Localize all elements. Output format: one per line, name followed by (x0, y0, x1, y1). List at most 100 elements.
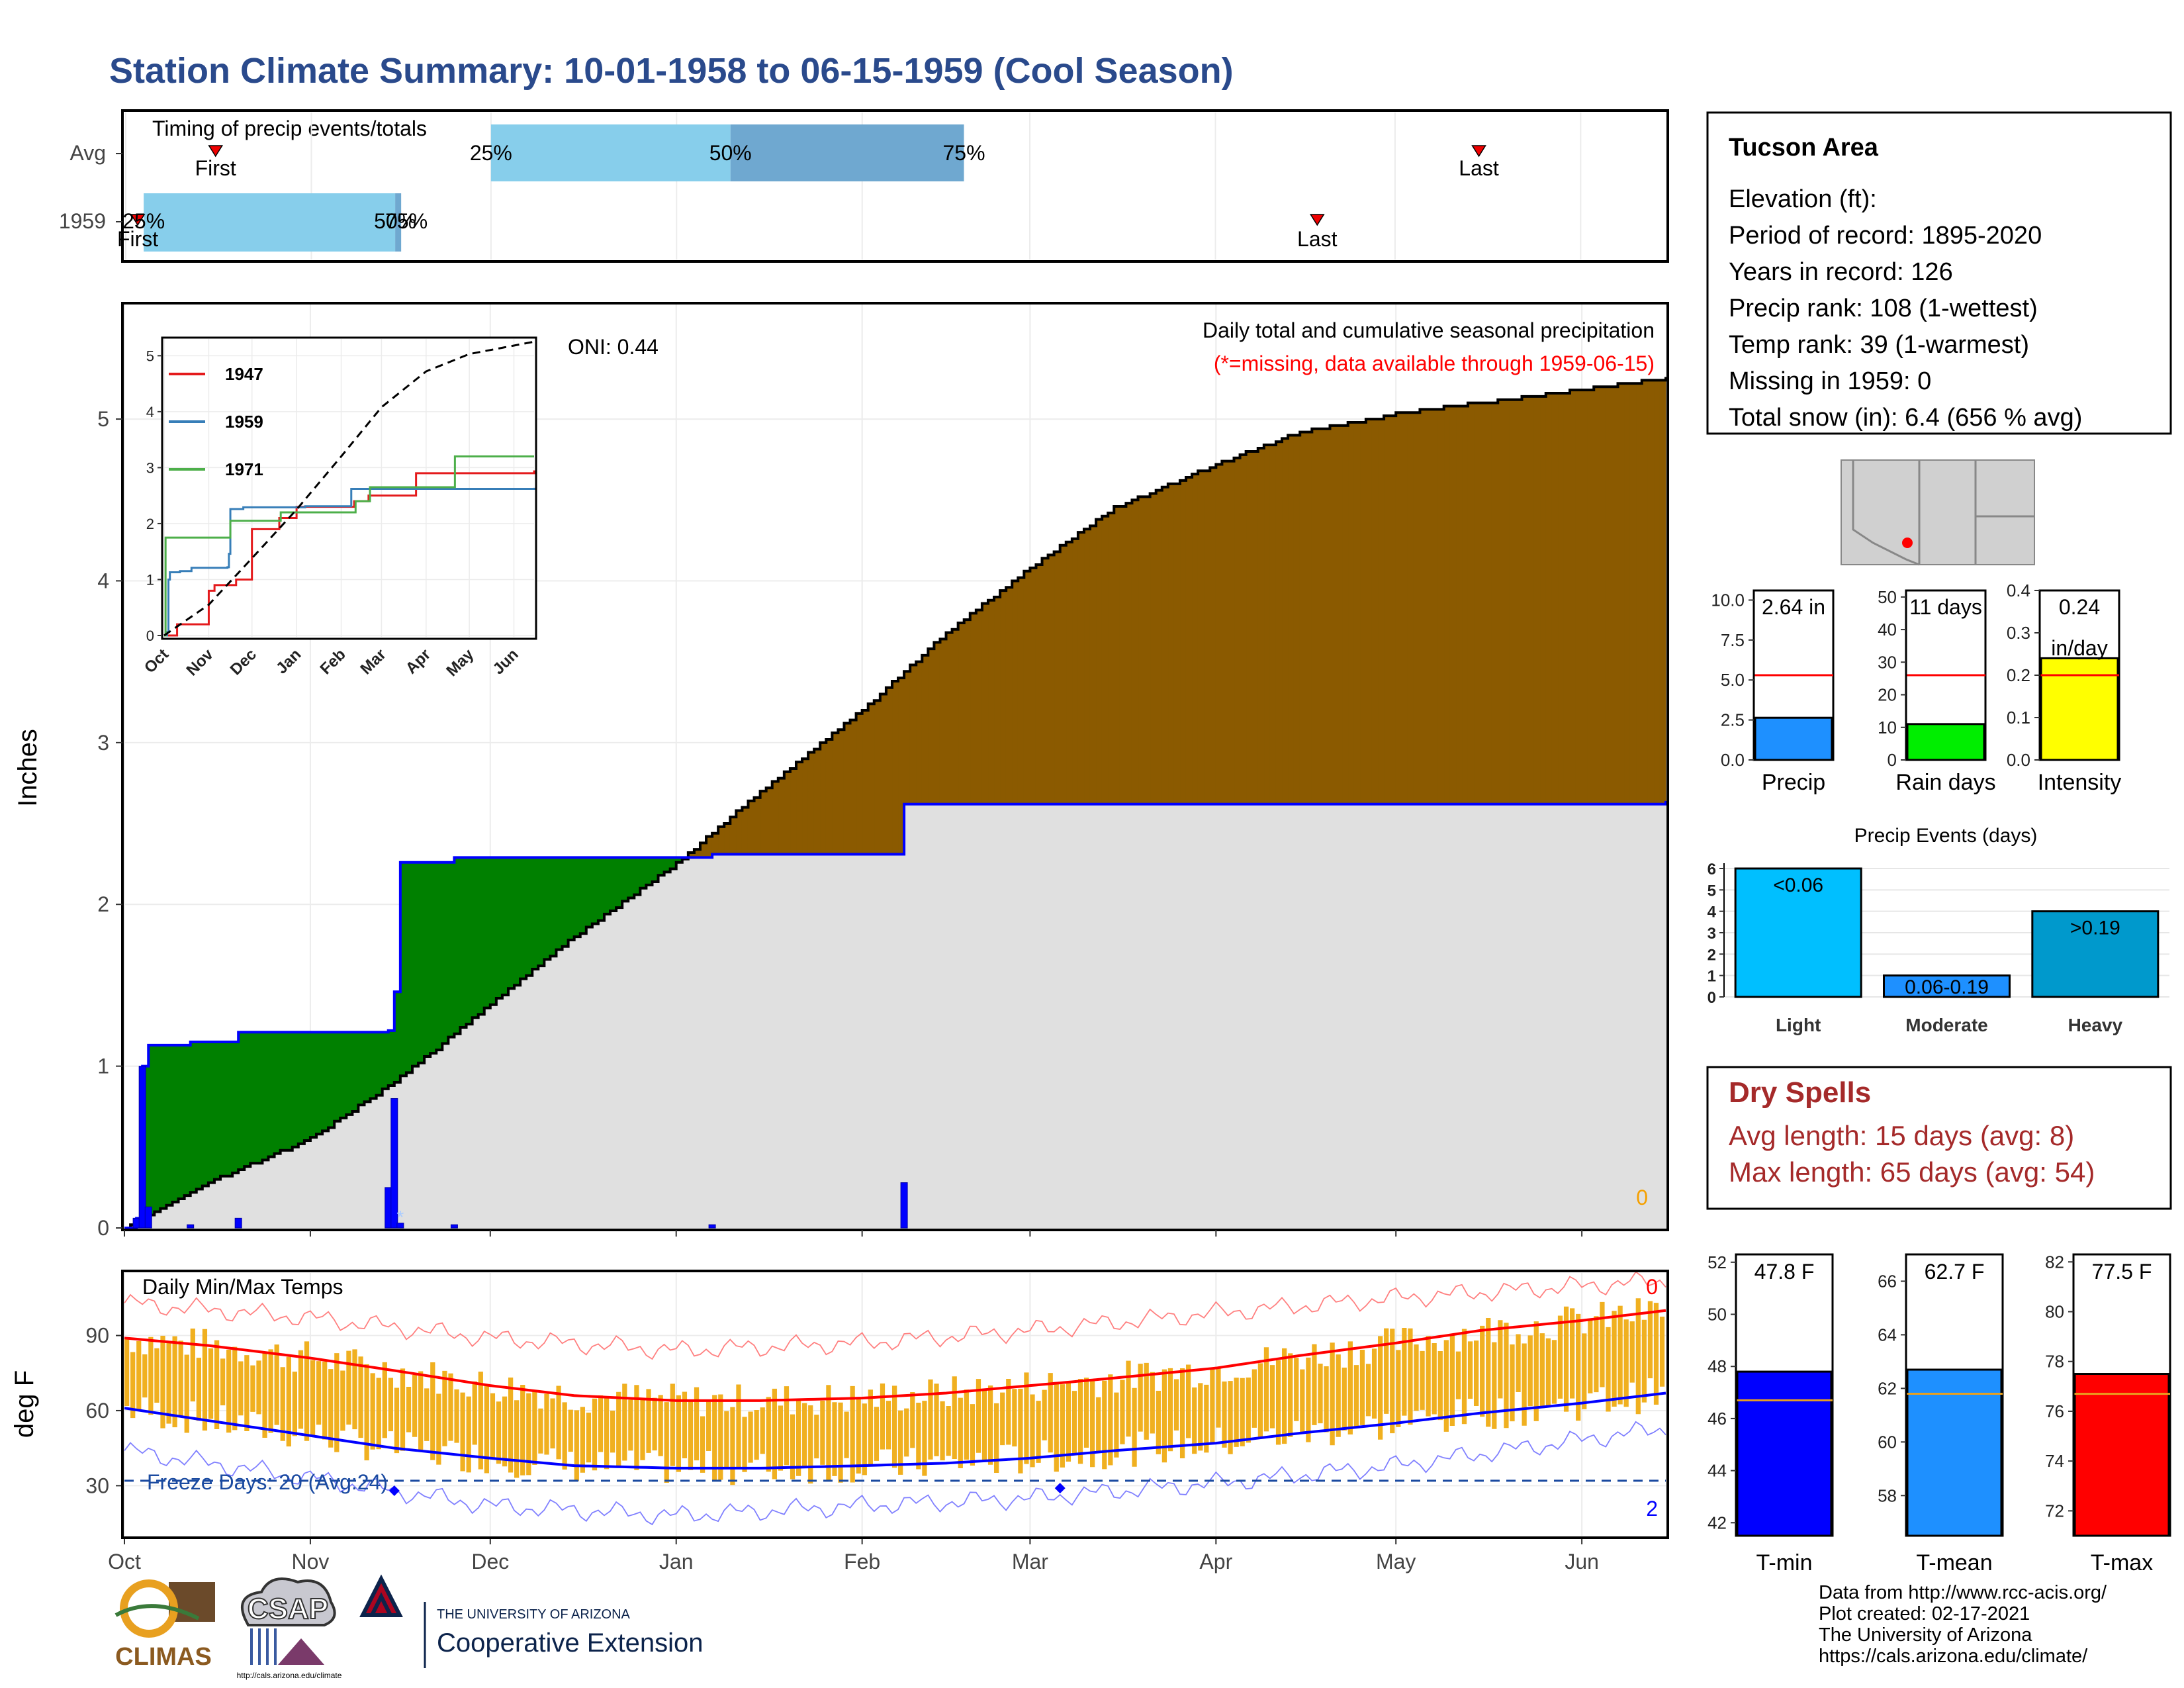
y1959-25-label: 25% (122, 209, 165, 233)
avg-last-label: Last (1459, 156, 1499, 180)
avg-last-marker (1471, 145, 1486, 158)
y1959-25-50-bar (144, 193, 396, 252)
y1959-75-label: 75% (385, 209, 428, 233)
station-line: Total snow (in): 6.4 (656 % avg) (1729, 404, 2082, 432)
temp-bar-label: T-mean (1916, 1550, 1992, 1575)
temp-bar-ytick-label: 74 (2045, 1451, 2064, 1471)
dry-spells-box: Dry Spells Avg length: 15 days (avg: 8) … (1706, 1066, 2172, 1210)
events-ytick-label: 0 (1707, 989, 1716, 1007)
precip-panel: * 0 1 2 3 4 5 Inches Daily total and cumulati… (13, 302, 1669, 1240)
temp-bar-ytick-label: 62 (1878, 1378, 1897, 1398)
temp-bar-ytick-label: 58 (1878, 1485, 1897, 1505)
inset-series-1959 (164, 487, 535, 637)
events-category-label: Light (1776, 1015, 1821, 1035)
events-bar-light (1734, 867, 1862, 998)
y1959-first-marker (130, 214, 146, 226)
precip-missing-count: 0 (1636, 1186, 1648, 1209)
footer-line: The University of Arizona (1819, 1624, 2032, 1646)
summary-bar-intensity (2040, 657, 2119, 761)
summary-ytick-label: 30 (1878, 652, 1897, 672)
ua-logo: THE UNIVERSITY OF ARIZONA Cooperative Ex… (359, 1574, 703, 1668)
inset-ytick-label: 3 (146, 459, 154, 476)
summary-ytick-label: 7.5 (1721, 630, 1745, 650)
temp-bar-ytick-label: 66 (1878, 1271, 1897, 1291)
summary-bars: 0.0 2.5 5.0 7.5 10.0 Precip 2.64 in 0 10 20 30 40 50… (1711, 581, 2121, 795)
precip-ytick-label: 5 (97, 407, 109, 431)
state-borders (1852, 460, 2034, 566)
summary-bar-label: Rain days (1895, 770, 1995, 795)
normal-max-line (124, 1309, 1666, 1402)
summary-ytick-label: 0 (1888, 750, 1897, 770)
events-ytick-label: 1 (1707, 968, 1716, 986)
summary-ytick-label: 0.3 (2007, 623, 2030, 643)
inset-ytick-label: 2 (146, 516, 154, 532)
precip-ytick-label: 3 (97, 731, 109, 755)
temp-bar-value-label: 62.7 F (1925, 1260, 1985, 1284)
normal-cumulative-line (124, 377, 1667, 1229)
temp-title: Daily Min/Max Temps (142, 1275, 343, 1299)
temp-bar-ytick-label: 82 (2045, 1252, 2064, 1272)
record-low-marker (388, 1485, 400, 1496)
temp-bar-value-label: 47.8 F (1754, 1260, 1815, 1284)
summary-ytick-label: 0.4 (2007, 581, 2030, 600)
summary-ytick-label: 50 (1878, 587, 1897, 607)
temp-bar-label: T-max (2091, 1550, 2153, 1575)
station-info-box: Tucson Area Elevation (ft): Period of re… (1706, 111, 2172, 435)
temp-max-count: 0 (1646, 1275, 1658, 1299)
csap-rain (250, 1628, 277, 1665)
events-bar-label: 0.06-0.19 (1905, 976, 1989, 998)
temp-bar-tmax (2073, 1373, 2170, 1537)
inset-ytick-label: 4 (146, 404, 154, 420)
record-max-line (124, 1271, 1666, 1360)
temp-xtick-label: Dec (471, 1550, 509, 1573)
avg-50-75-bar (730, 124, 964, 181)
inset-legend-label: 1947 (225, 364, 263, 384)
station-line: Temp rank: 39 (1-warmest) (1729, 331, 2029, 359)
events-bar-label: >0.19 (2070, 917, 2120, 939)
station-line: Precip rank: 108 (1-wettest) (1729, 295, 2038, 322)
precip-ylabel: Inches (13, 729, 42, 807)
ua-big-text: Cooperative Extension (437, 1628, 703, 1658)
y1959-50-75-bar (395, 193, 402, 252)
climas-logo-line (114, 1604, 200, 1620)
footer: Data from http://www.rcc-acis.org/ Plot … (114, 1574, 2107, 1680)
temp-bar-ytick-label: 76 (2045, 1401, 2064, 1421)
y1959-50-label: 50% (374, 209, 416, 233)
temp-bar-label: T-min (1756, 1550, 1813, 1575)
inset-ytick-label: 0 (146, 628, 154, 644)
events-bar-heavy (2031, 910, 2160, 998)
summary-ytick-label: 0.1 (2007, 708, 2030, 727)
precip-subtitle: Daily total and cumulative seasonal prec… (1203, 318, 1655, 342)
precip-missing-note: (*=missing, data available through 1959-… (1214, 352, 1655, 375)
avg-75-label: 75% (943, 141, 985, 165)
inset-ytick-label: 5 (146, 348, 154, 364)
summary-ytick-label: 40 (1878, 620, 1897, 639)
station-line: Missing in 1959: 0 (1729, 367, 1931, 395)
daily-precip-bar (708, 1224, 716, 1229)
temp-min-count: 2 (1646, 1497, 1658, 1521)
temp-bar-ytick-label: 46 (1707, 1409, 1727, 1429)
temp-xtick-label: Mar (1012, 1550, 1048, 1573)
daily-precip-bar (900, 1182, 908, 1229)
avg-25-label: 25% (470, 141, 512, 165)
summary-ytick-label: 10.0 (1711, 590, 1745, 610)
csap-url: http://cals.arizona.edu/climate (237, 1671, 342, 1680)
ua-small-text: THE UNIVERSITY OF ARIZONA (437, 1607, 631, 1622)
climas-logo-text: CLIMAS (115, 1643, 212, 1671)
temp-bar-value-label: 77.5 F (2092, 1260, 2152, 1284)
temp-ytick-label: 90 (85, 1324, 109, 1348)
temp-ytick-label: 60 (85, 1399, 109, 1423)
precip-events-chart: Precip Events (days) 0 1 2 3 4 5 6 <0.06 Light 0.… (1707, 825, 2169, 1035)
record-low-marker (1054, 1483, 1066, 1494)
station-location-dot (1902, 538, 1913, 548)
events-category-label: Moderate (1905, 1015, 1987, 1035)
temp-bar-tmean (1906, 1368, 2003, 1537)
temp-bar-ytick-label: 64 (1878, 1325, 1897, 1344)
temp-xtick-label: Oct (108, 1550, 141, 1573)
temp-bar-ytick-label: 60 (1878, 1432, 1897, 1452)
dry-spells-frame (1706, 1066, 2172, 1210)
daily-temp-range-bars (124, 1298, 1665, 1485)
temp-bar-ytick-label: 44 (1707, 1461, 1727, 1481)
temp-bar-ytick-label: 78 (2045, 1352, 2064, 1372)
temp-panel: 30 60 90 Oct Nov Dec Jan Feb Mar Apr May Jun Daily … (10, 1270, 1669, 1573)
